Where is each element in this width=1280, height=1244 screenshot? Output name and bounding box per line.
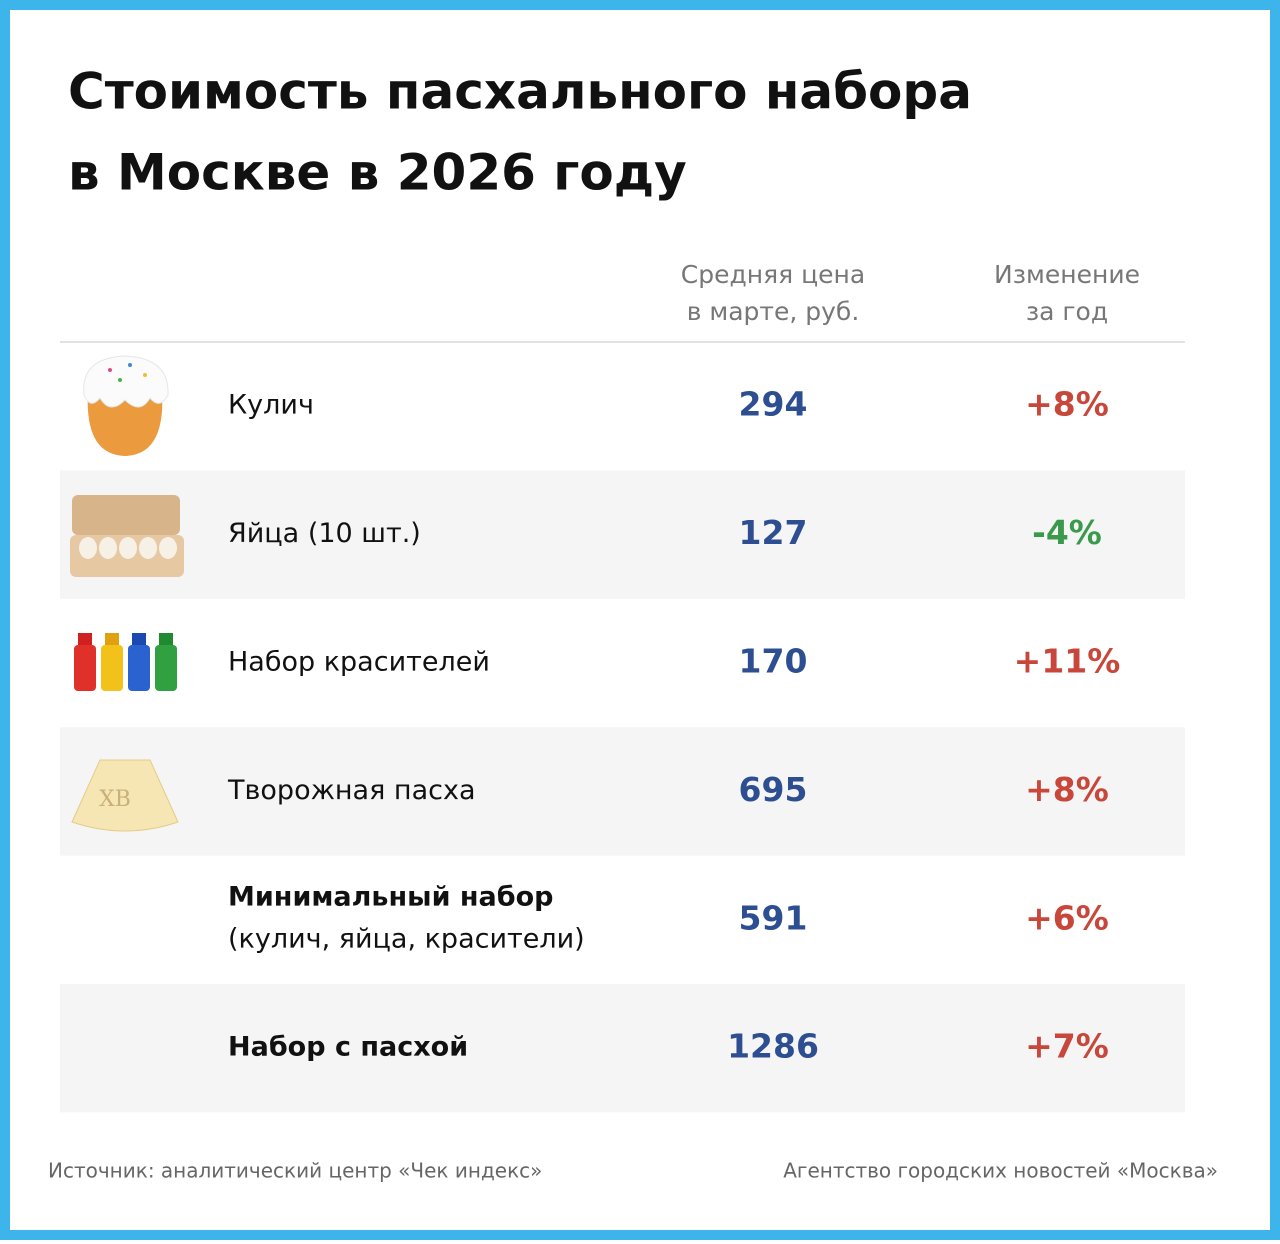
paskha-icon: ХВ xyxy=(71,759,179,832)
column-header: за год xyxy=(1026,297,1108,326)
row-shade xyxy=(60,727,1185,856)
price: 127 xyxy=(739,513,808,552)
eggs-icon xyxy=(70,495,184,577)
change: +8% xyxy=(1025,385,1109,424)
row-label: Яйца (10 шт.) xyxy=(228,518,421,549)
row-sublabel: (кулич, яйца, красители) xyxy=(228,923,585,954)
price: 695 xyxy=(739,770,808,809)
price: 170 xyxy=(739,642,808,681)
row-backgrounds xyxy=(60,470,1185,1113)
title-line: Стоимость пасхального набора xyxy=(68,63,972,121)
price: 591 xyxy=(739,898,808,937)
change: +11% xyxy=(1014,642,1121,681)
svg-text:ХВ: ХВ xyxy=(99,787,131,812)
change: +7% xyxy=(1025,1027,1109,1066)
column-header: в марте, руб. xyxy=(687,297,860,326)
title-line: в Москве в 2026 году xyxy=(68,144,687,202)
row-shade xyxy=(60,470,1185,599)
row-label: Набор красителей xyxy=(228,647,490,678)
change: +8% xyxy=(1025,770,1109,809)
change: +6% xyxy=(1025,898,1109,937)
row-label: Кулич xyxy=(228,390,314,421)
row-label: Набор с пасхой xyxy=(228,1032,468,1063)
row-label: Минимальный набор xyxy=(228,881,554,912)
dyes-icon xyxy=(74,633,177,691)
row-label: Творожная пасха xyxy=(227,775,476,806)
kulich-icon xyxy=(83,355,169,456)
change: -4% xyxy=(1032,513,1102,552)
source: Источник: аналитический центр «Чек индек… xyxy=(48,1159,542,1183)
agency: Агентство городских новостей «Москва» xyxy=(783,1159,1218,1183)
price: 1286 xyxy=(727,1027,819,1066)
column-header: Средняя цена xyxy=(681,260,865,289)
price: 294 xyxy=(739,385,808,424)
table-body: Кулич 294 +8% Яйца (10 шт.) 127 -4% Набор крас… xyxy=(227,385,1120,1066)
row-shade xyxy=(60,984,1185,1113)
column-header: Изменение xyxy=(994,260,1140,289)
